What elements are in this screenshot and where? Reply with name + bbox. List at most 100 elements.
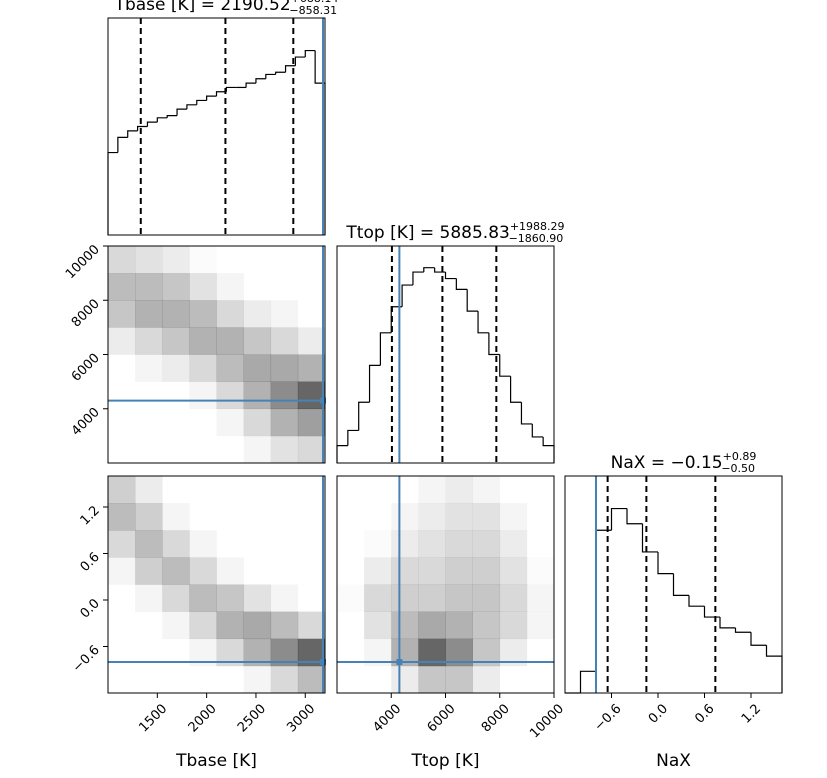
histogram-step <box>477 311 489 334</box>
histogram-step <box>186 104 197 110</box>
y-tick-label: 4000 <box>69 405 103 439</box>
y-tick-label: 0.0 <box>78 596 103 621</box>
density-cell <box>418 584 446 612</box>
density-cell <box>189 409 216 436</box>
density-cell <box>337 666 364 693</box>
truth-marker <box>320 659 327 665</box>
density-cell <box>297 435 326 464</box>
x-tick-label: −0.6 <box>592 701 625 734</box>
density-cell <box>337 612 364 639</box>
density-cell <box>445 530 473 558</box>
density-cell <box>297 611 326 640</box>
density-cell <box>108 612 135 639</box>
histogram-step <box>444 272 457 280</box>
density-cell <box>418 476 445 503</box>
density-cell <box>445 665 473 694</box>
x-tick-label: 3000 <box>284 701 318 735</box>
density-cell <box>297 408 326 437</box>
title-sub: −858.31 <box>289 4 337 17</box>
truth-marker <box>396 659 403 665</box>
density-cell <box>271 585 298 612</box>
density-cell <box>162 409 189 436</box>
y-tick-label: 0.6 <box>78 550 103 575</box>
density-cell <box>135 382 162 409</box>
density-cell <box>217 409 244 436</box>
density-cell <box>499 557 528 585</box>
density-cell <box>297 354 326 382</box>
density-cell <box>135 300 163 328</box>
histogram-step <box>672 573 689 596</box>
histogram-step <box>542 436 555 463</box>
density-cell <box>243 408 272 437</box>
density-cell <box>162 327 190 355</box>
title-sup: +1988.29 <box>510 220 565 233</box>
histogram-step <box>368 364 381 403</box>
density-cell <box>297 327 326 355</box>
histogram-step <box>510 376 522 403</box>
density-cell <box>298 530 325 557</box>
histogram-step <box>531 423 544 438</box>
histogram-step <box>610 507 627 531</box>
density-cell <box>189 503 216 530</box>
density-cell <box>418 503 446 531</box>
density-cell <box>189 557 217 585</box>
density-cell <box>162 612 189 639</box>
histogram-step <box>146 121 158 127</box>
histogram-step <box>347 429 359 446</box>
density-cell <box>189 354 217 382</box>
density-cell <box>499 584 528 612</box>
density-cell <box>243 354 272 382</box>
density-cell <box>189 300 217 328</box>
density-cell <box>189 611 217 640</box>
x-axis-label: Tbase [K] <box>175 751 257 771</box>
density-cell <box>298 246 325 273</box>
density-cell <box>298 503 325 530</box>
histogram-step <box>401 284 413 307</box>
density-cell <box>189 327 217 355</box>
density-cell <box>243 381 272 410</box>
density-cell <box>217 476 244 503</box>
density-cell <box>527 503 554 530</box>
density-cell <box>472 557 501 585</box>
histogram-step <box>579 670 596 693</box>
histogram-step <box>156 117 168 123</box>
density-cell <box>472 665 501 694</box>
density-cell <box>271 246 298 273</box>
density-cell <box>162 557 190 585</box>
density-cell <box>189 436 216 463</box>
density-cell <box>216 381 244 410</box>
density-cell <box>244 530 271 557</box>
density-cell <box>527 585 554 612</box>
density-cell <box>271 273 298 300</box>
density-cell <box>189 273 217 301</box>
density-cell <box>108 355 135 382</box>
density-cell <box>472 611 501 640</box>
density-cell <box>162 666 189 693</box>
histogram-step <box>765 645 783 693</box>
density-cell <box>270 665 299 694</box>
x-tick-label: 6000 <box>425 701 459 735</box>
histogram-step <box>641 523 658 553</box>
histogram-step <box>434 267 446 273</box>
density-cell <box>418 557 446 585</box>
density-cell <box>298 300 325 327</box>
histogram-step <box>595 529 612 672</box>
density-cell <box>108 246 136 274</box>
density-cell <box>527 612 554 639</box>
x-tick-label: 8000 <box>479 701 513 735</box>
density-cell <box>445 584 473 612</box>
histogram-step <box>206 95 217 101</box>
x-axis-label: Ttop [K] <box>410 751 479 771</box>
density-cell <box>298 273 325 300</box>
histogram-step <box>719 617 736 629</box>
density-cell <box>162 530 190 558</box>
y-tick-label: 6000 <box>69 351 103 385</box>
density-cell <box>500 666 527 693</box>
x-tick-label: 0.6 <box>692 701 717 726</box>
histogram-step <box>734 627 751 633</box>
density-cell <box>337 530 364 557</box>
density-cell <box>162 382 189 409</box>
density-cell <box>270 354 299 382</box>
density-cell <box>270 408 299 437</box>
x-tick-label: 2500 <box>235 701 269 735</box>
